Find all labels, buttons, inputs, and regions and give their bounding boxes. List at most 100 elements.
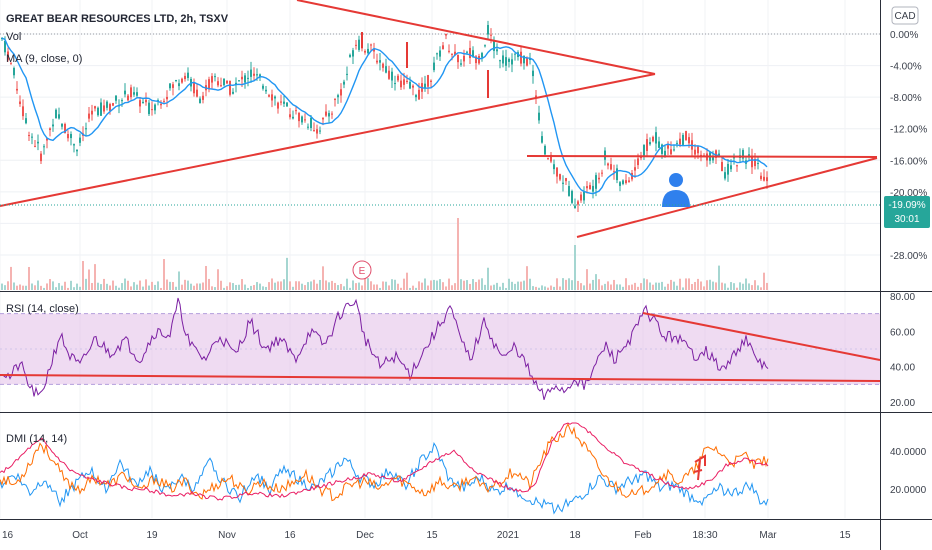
volume-bar xyxy=(31,283,33,290)
volume-bar xyxy=(211,286,213,290)
volume-bar xyxy=(187,280,189,290)
trendlines[interactable] xyxy=(0,0,878,238)
candle-body xyxy=(688,137,690,144)
volume-bar xyxy=(346,278,348,290)
candle-body xyxy=(490,34,492,36)
volume-bar xyxy=(613,279,615,290)
candle-body xyxy=(391,71,393,81)
candle-body xyxy=(577,201,579,205)
volume-bar xyxy=(676,285,678,290)
volume-bar xyxy=(511,281,513,290)
candle-body xyxy=(112,103,114,106)
candle-body xyxy=(742,150,744,159)
candle-body xyxy=(424,83,426,89)
volume-bar xyxy=(766,282,768,290)
candle-body xyxy=(712,156,714,161)
volume-bar xyxy=(451,285,453,290)
candle-body xyxy=(265,89,267,92)
volume-bars xyxy=(1,218,768,290)
candle-body xyxy=(394,83,396,85)
volume-bar xyxy=(271,278,273,290)
volume-bar xyxy=(553,286,555,290)
candle-body xyxy=(289,114,291,118)
rsi-support-trendline[interactable] xyxy=(0,374,881,382)
candle-body xyxy=(280,101,282,103)
candle-body xyxy=(268,95,270,97)
volume-bar xyxy=(109,285,111,290)
candle-body xyxy=(139,100,141,107)
volume-bar xyxy=(523,280,525,290)
candle-body xyxy=(625,180,627,184)
volume-bar xyxy=(151,281,153,290)
candle-body xyxy=(232,91,234,94)
candle-body xyxy=(343,81,345,85)
candle-body xyxy=(292,116,294,119)
last-price-value: -19.09% xyxy=(888,200,925,211)
volume-bar xyxy=(607,281,609,290)
rsi-line xyxy=(0,297,769,400)
volume-bar xyxy=(370,281,372,290)
last-price-badge: -19.09% 30:01 xyxy=(884,196,930,228)
resistance-line[interactable] xyxy=(526,155,878,158)
candle-body xyxy=(94,106,96,109)
triangle-lower-trendline[interactable] xyxy=(0,73,656,207)
candle-body xyxy=(40,153,42,162)
candle-body xyxy=(7,51,9,60)
candle-body xyxy=(346,73,348,75)
volume-bar xyxy=(220,280,222,290)
candle-body xyxy=(700,154,702,156)
candle-body xyxy=(589,185,591,190)
earnings-marker[interactable]: E xyxy=(352,260,372,280)
candle-body xyxy=(172,84,174,88)
candle-body xyxy=(316,129,318,134)
volume-bar xyxy=(298,281,300,290)
volume-bar xyxy=(199,283,201,290)
rsi-resistance-trendline[interactable] xyxy=(642,312,881,361)
volume-bar xyxy=(532,286,534,290)
candle-body xyxy=(667,145,669,149)
volume-bar xyxy=(763,272,765,290)
volume-bar xyxy=(601,285,603,290)
candle-body xyxy=(595,175,597,189)
volume-bar xyxy=(19,284,21,290)
candle-body xyxy=(253,73,255,76)
volume-bar xyxy=(460,279,462,290)
volume-bar xyxy=(580,283,582,290)
candle-body xyxy=(436,53,438,55)
candle-body xyxy=(70,134,72,139)
rsi-tick-label: 40.00 xyxy=(890,363,915,374)
candle-body xyxy=(487,24,489,35)
currency-box[interactable] xyxy=(891,6,919,25)
volume-bar xyxy=(340,283,342,290)
volume-bar xyxy=(136,284,138,290)
candle-body xyxy=(400,80,402,88)
user-icon[interactable] xyxy=(662,173,690,207)
volume-bar xyxy=(739,282,741,290)
candle-body xyxy=(550,154,552,162)
candle-body xyxy=(514,53,516,55)
rising-support-line[interactable] xyxy=(576,157,878,238)
time-tick-label: 18 xyxy=(569,530,581,541)
volume-bar xyxy=(106,283,108,290)
volume-bar xyxy=(367,278,369,290)
currency-label: CAD xyxy=(894,11,915,22)
volume-bar xyxy=(418,281,420,290)
volume-bar xyxy=(538,287,540,290)
rsi-axis: 80.00 60.00 40.00 20.00 xyxy=(890,292,915,409)
time-tick-label: Feb xyxy=(634,530,652,541)
triangle-upper-trendline[interactable] xyxy=(296,0,656,75)
chart-title: GREAT BEAR RESOURCES LTD, 2h, TSXV xyxy=(6,13,229,25)
candle-body xyxy=(148,102,150,115)
volume-bar xyxy=(445,286,447,290)
candle-body xyxy=(523,55,525,64)
candle-body xyxy=(520,51,522,64)
candle-body xyxy=(541,136,543,143)
volume-bar xyxy=(616,284,618,290)
currency-button[interactable]: CAD xyxy=(891,6,919,25)
volume-bar xyxy=(205,265,207,290)
volume-bar xyxy=(91,282,93,290)
volume-bar xyxy=(652,284,654,290)
time-tick-label: 16 xyxy=(284,530,296,541)
volume-bar xyxy=(25,285,27,290)
